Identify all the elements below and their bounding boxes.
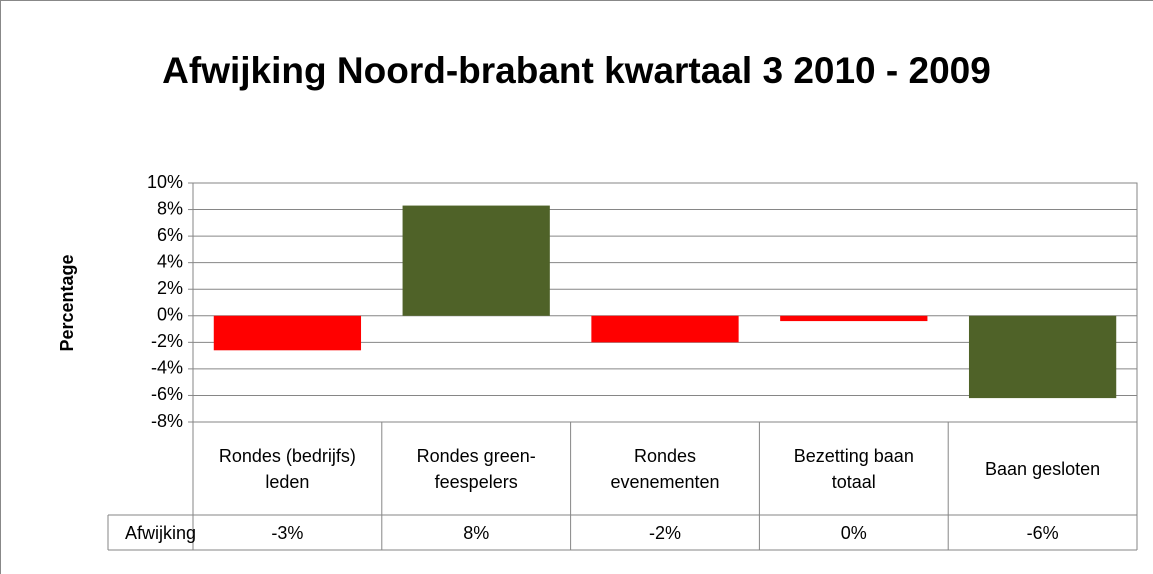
y-tick-label: -4% — [151, 358, 183, 378]
y-tick-label: -8% — [151, 411, 183, 431]
bar — [402, 205, 550, 316]
category-label: Rondes evenementen — [571, 422, 760, 515]
legend-entry-text: Afwijking — [125, 522, 197, 543]
data-table-value: -6% — [948, 515, 1137, 550]
y-tick-label: 6% — [157, 225, 183, 245]
y-tick-label: 4% — [157, 251, 183, 271]
bar — [213, 315, 362, 351]
y-tick-label: 2% — [157, 278, 183, 298]
data-table-value: -2% — [571, 515, 760, 550]
y-tick-label: -2% — [151, 331, 183, 351]
data-table-value-text: 0% — [840, 522, 867, 543]
category-label-text: Baan gesloten — [985, 458, 1101, 479]
y-axis-label: Percentage — [57, 254, 77, 351]
bar — [591, 315, 739, 343]
chart-title: Afwijking Noord-brabant kwartaal 3 2010 … — [162, 50, 991, 91]
data-table-value-text: -6% — [1026, 522, 1059, 543]
bar — [780, 315, 928, 322]
category-label-text: Bezetting baan totaal — [793, 445, 914, 492]
category-label-text: Rondes (bedrijfs) leden — [218, 445, 356, 492]
data-table-value-text: -3% — [271, 522, 304, 543]
data-table-value-text: 8% — [463, 522, 490, 543]
y-tick-label: -6% — [151, 384, 183, 404]
data-table-value-text: -2% — [648, 522, 681, 543]
category-label: Bezetting baan totaal — [759, 422, 948, 515]
category-label: Rondes (bedrijfs) leden — [193, 422, 382, 515]
y-tick-label: 10% — [147, 172, 183, 192]
y-tick-label: 0% — [157, 305, 183, 325]
data-table-value: -3% — [193, 515, 382, 550]
plot-border — [192, 182, 1138, 423]
data-table-value: 8% — [382, 515, 571, 550]
bar — [968, 315, 1117, 399]
data-table-value: 0% — [759, 515, 948, 550]
category-label-text: Rondes green-feespelers — [416, 445, 536, 492]
legend-entry: Afwijking — [108, 515, 197, 550]
category-label: Rondes green-feespelers — [382, 422, 571, 515]
category-label-text: Rondes evenementen — [610, 445, 720, 492]
y-tick-label: 8% — [157, 198, 183, 218]
category-label: Baan gesloten — [948, 422, 1137, 515]
